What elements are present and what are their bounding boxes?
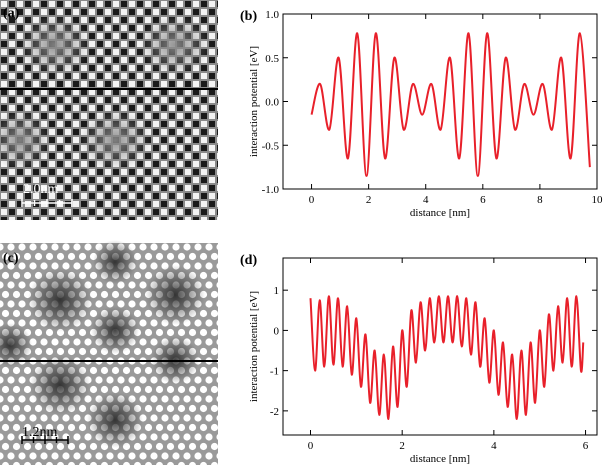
panel-label: (c): [3, 251, 19, 266]
y-tick-label: -0.5: [262, 140, 280, 152]
panel-label: (a): [3, 6, 20, 21]
data-line: [309, 295, 585, 420]
x-tick-label: 0: [308, 440, 314, 452]
y-tick-label: -1.0: [262, 184, 280, 196]
panel-label: (b): [240, 9, 257, 24]
scale-bar-label: 2.0nm: [23, 182, 59, 197]
y-axis-label: interaction potential [eV]: [248, 46, 260, 157]
y-tick-label: -1: [270, 366, 279, 378]
image-c: [0, 240, 218, 465]
data-line: [310, 32, 591, 177]
x-tick-label: 4: [491, 440, 497, 452]
x-tick-label: 6: [583, 440, 589, 452]
image-a: [0, 0, 218, 220]
y-tick-label: 1: [274, 285, 280, 297]
panel-label: (d): [240, 253, 257, 268]
y-tick-label: 0.5: [265, 53, 279, 65]
y-tick-label: -2: [270, 406, 279, 418]
x-tick-label: 10: [592, 194, 604, 206]
x-tick-label: 4: [423, 194, 429, 206]
x-axis-label: distance [nm]: [410, 453, 470, 465]
plot-frame: [282, 13, 598, 190]
y-axis-label: interaction potential [eV]: [248, 291, 260, 402]
x-axis-label: distance [nm]: [410, 207, 470, 219]
x-tick-label: 8: [537, 194, 543, 206]
x-tick-label: 2: [366, 194, 372, 206]
x-tick-label: 0: [309, 194, 315, 206]
plot-frame: [282, 257, 598, 436]
x-tick-label: 6: [480, 194, 486, 206]
y-tick-label: 0.0: [265, 97, 279, 109]
y-tick-label: 1.0: [265, 9, 279, 21]
y-tick-label: 0: [274, 325, 280, 337]
x-tick-label: 2: [399, 440, 405, 452]
scale-bar-label: 1.2nm: [22, 425, 58, 440]
